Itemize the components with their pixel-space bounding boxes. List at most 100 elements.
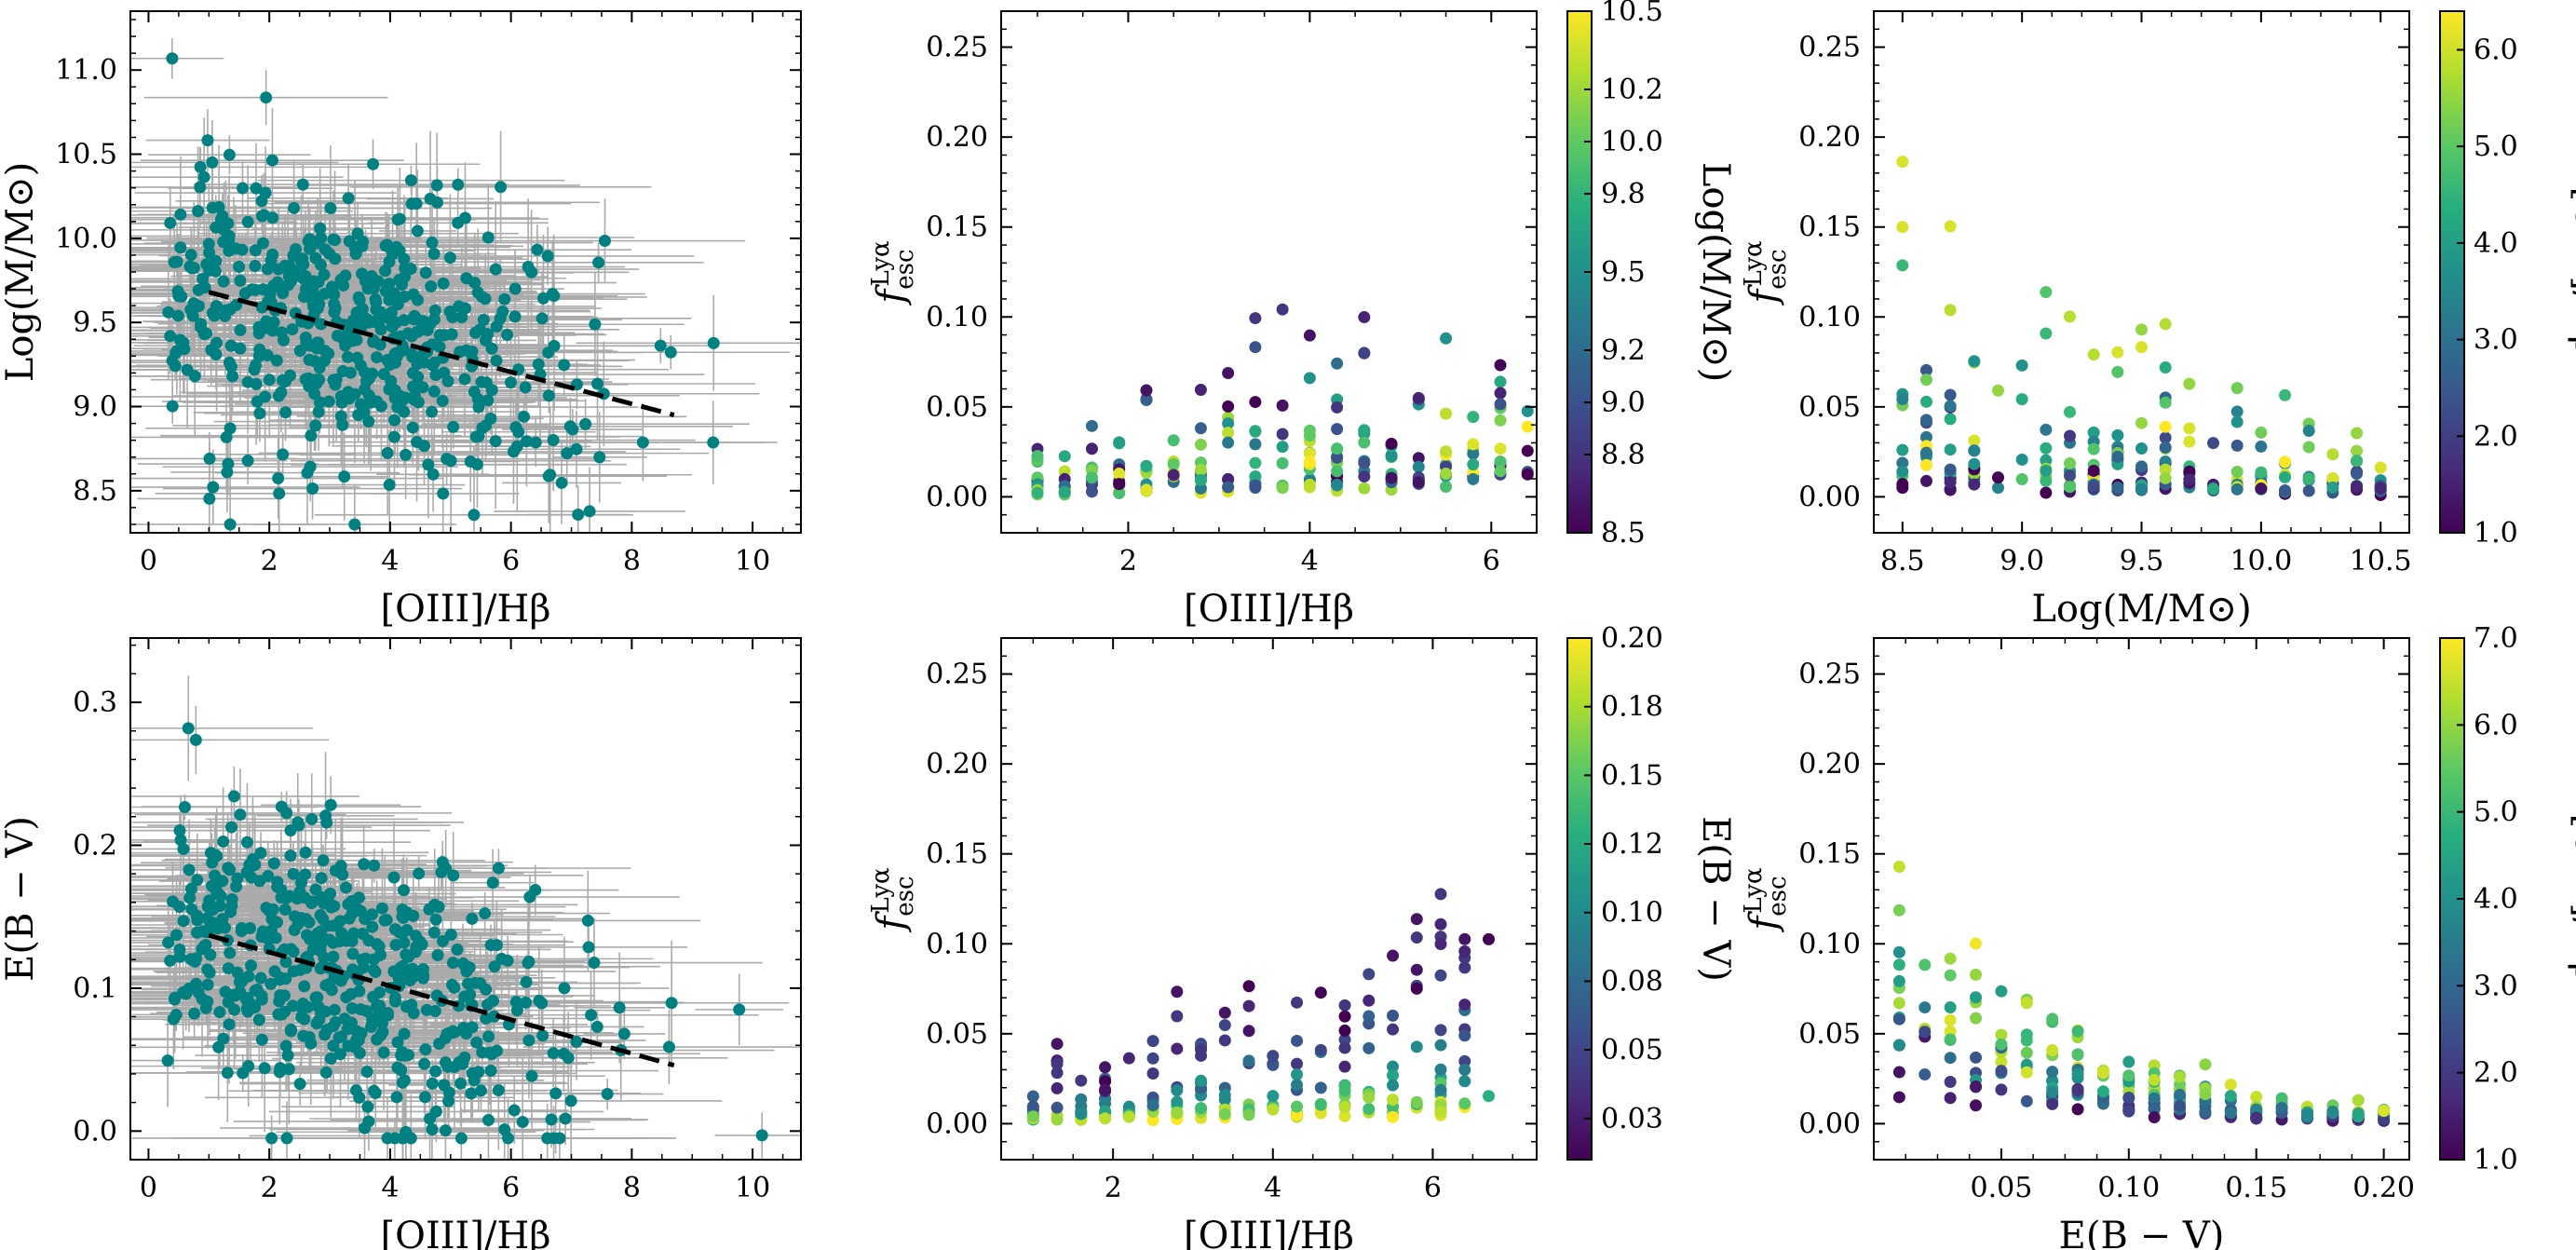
data-point [525, 265, 538, 279]
data-point [441, 374, 454, 387]
data-point [398, 252, 411, 265]
data-point [1991, 482, 2004, 495]
data-point [324, 888, 337, 901]
data-point [2135, 323, 2148, 336]
x-tick-label: 6 [502, 545, 520, 577]
data-point [2183, 435, 2196, 448]
y-tick-label: 0.25 [926, 32, 988, 64]
data-point [548, 1132, 561, 1145]
data-point [324, 202, 337, 215]
colorbar-tick-label: 0.05 [1601, 1034, 1663, 1067]
data-point [458, 373, 471, 386]
data-point [2071, 1049, 2084, 1062]
data-point [231, 966, 244, 979]
data-point [172, 290, 185, 303]
data-point [374, 311, 387, 324]
data-point [1970, 1099, 1983, 1112]
data-point [1051, 1057, 1064, 1070]
data-point [1387, 1069, 1400, 1082]
data-point [271, 876, 284, 889]
data-point [1385, 450, 1398, 463]
data-point [1249, 456, 1262, 469]
data-point [177, 915, 190, 928]
data-point [2302, 472, 2315, 485]
data-point [260, 91, 273, 104]
data-point [1194, 464, 1207, 477]
data-point [2071, 1084, 2084, 1097]
data-point [411, 358, 424, 371]
data-point [444, 929, 457, 942]
data-point [388, 356, 401, 369]
data-point [542, 346, 555, 359]
data-point [1314, 1043, 1327, 1056]
data-point [230, 880, 243, 893]
data-point [1146, 1099, 1159, 1112]
data-point [2230, 382, 2244, 395]
data-point [469, 430, 482, 443]
data-point [210, 336, 224, 349]
data-point [272, 472, 285, 485]
data-point [1387, 1009, 1400, 1022]
data-point [518, 410, 531, 423]
data-point [299, 846, 312, 859]
data-point [385, 306, 398, 319]
data-point [1075, 1093, 1088, 1106]
data-point [407, 909, 420, 922]
x-tick-label: 0 [140, 545, 157, 577]
data-point [1249, 425, 1262, 438]
data-point [429, 369, 442, 382]
data-point [1122, 1110, 1135, 1123]
data-point [184, 953, 197, 966]
data-point [436, 394, 449, 407]
data-point [346, 934, 359, 947]
data-point [224, 518, 237, 531]
data-point [409, 945, 422, 958]
y-tick-label: 0.20 [926, 121, 988, 154]
data-point [2224, 1090, 2237, 1103]
data-point [1896, 221, 1909, 234]
panel-p5: 2 4 6 0.00 0.05 0.10 0.15 0.20 0.25 [OIII]/Hβ fesc… [867, 637, 1538, 1250]
data-point [1458, 1097, 1471, 1110]
data-point [411, 224, 424, 238]
x-tick-label: 0 [140, 1172, 157, 1204]
data-point [2015, 453, 2028, 466]
data-point [509, 421, 522, 434]
data-point [1058, 450, 1071, 463]
data-point [462, 977, 475, 990]
data-point [416, 381, 429, 394]
data-point [422, 458, 435, 471]
data-point [2199, 1088, 2212, 1101]
data-point [531, 243, 544, 256]
data-point [395, 276, 408, 289]
data-point [570, 1035, 583, 1048]
data-point [2122, 1069, 2135, 1082]
data-point [319, 1005, 332, 1018]
data-point [319, 1028, 332, 1041]
data-point [2096, 1085, 2109, 1098]
data-point [2135, 482, 2148, 496]
data-point [2224, 1078, 2237, 1091]
data-point [1331, 423, 1344, 436]
data-point [1358, 482, 1371, 495]
colorbar-tick-label: 10.2 [1601, 74, 1663, 106]
data-point [357, 236, 370, 249]
data-point [2111, 428, 2124, 442]
data-point [1970, 991, 1983, 1004]
data-point [589, 318, 602, 331]
data-points [162, 52, 720, 531]
data-point [446, 978, 459, 991]
fit-line [208, 932, 675, 1068]
data-point [2063, 310, 2076, 323]
data-point [210, 221, 223, 234]
data-point [2148, 1110, 2161, 1123]
data-point [202, 238, 215, 251]
data-point [285, 1023, 298, 1036]
y-tick-label: 0.05 [926, 391, 988, 424]
data-point [2046, 1085, 2059, 1098]
data-point [1434, 1063, 1447, 1076]
data-point [1892, 1091, 1905, 1104]
data-point [353, 1046, 366, 1059]
data-point [177, 842, 190, 855]
y-tick-label: 0.15 [926, 211, 988, 244]
y-tick-label: 0.10 [926, 928, 988, 960]
